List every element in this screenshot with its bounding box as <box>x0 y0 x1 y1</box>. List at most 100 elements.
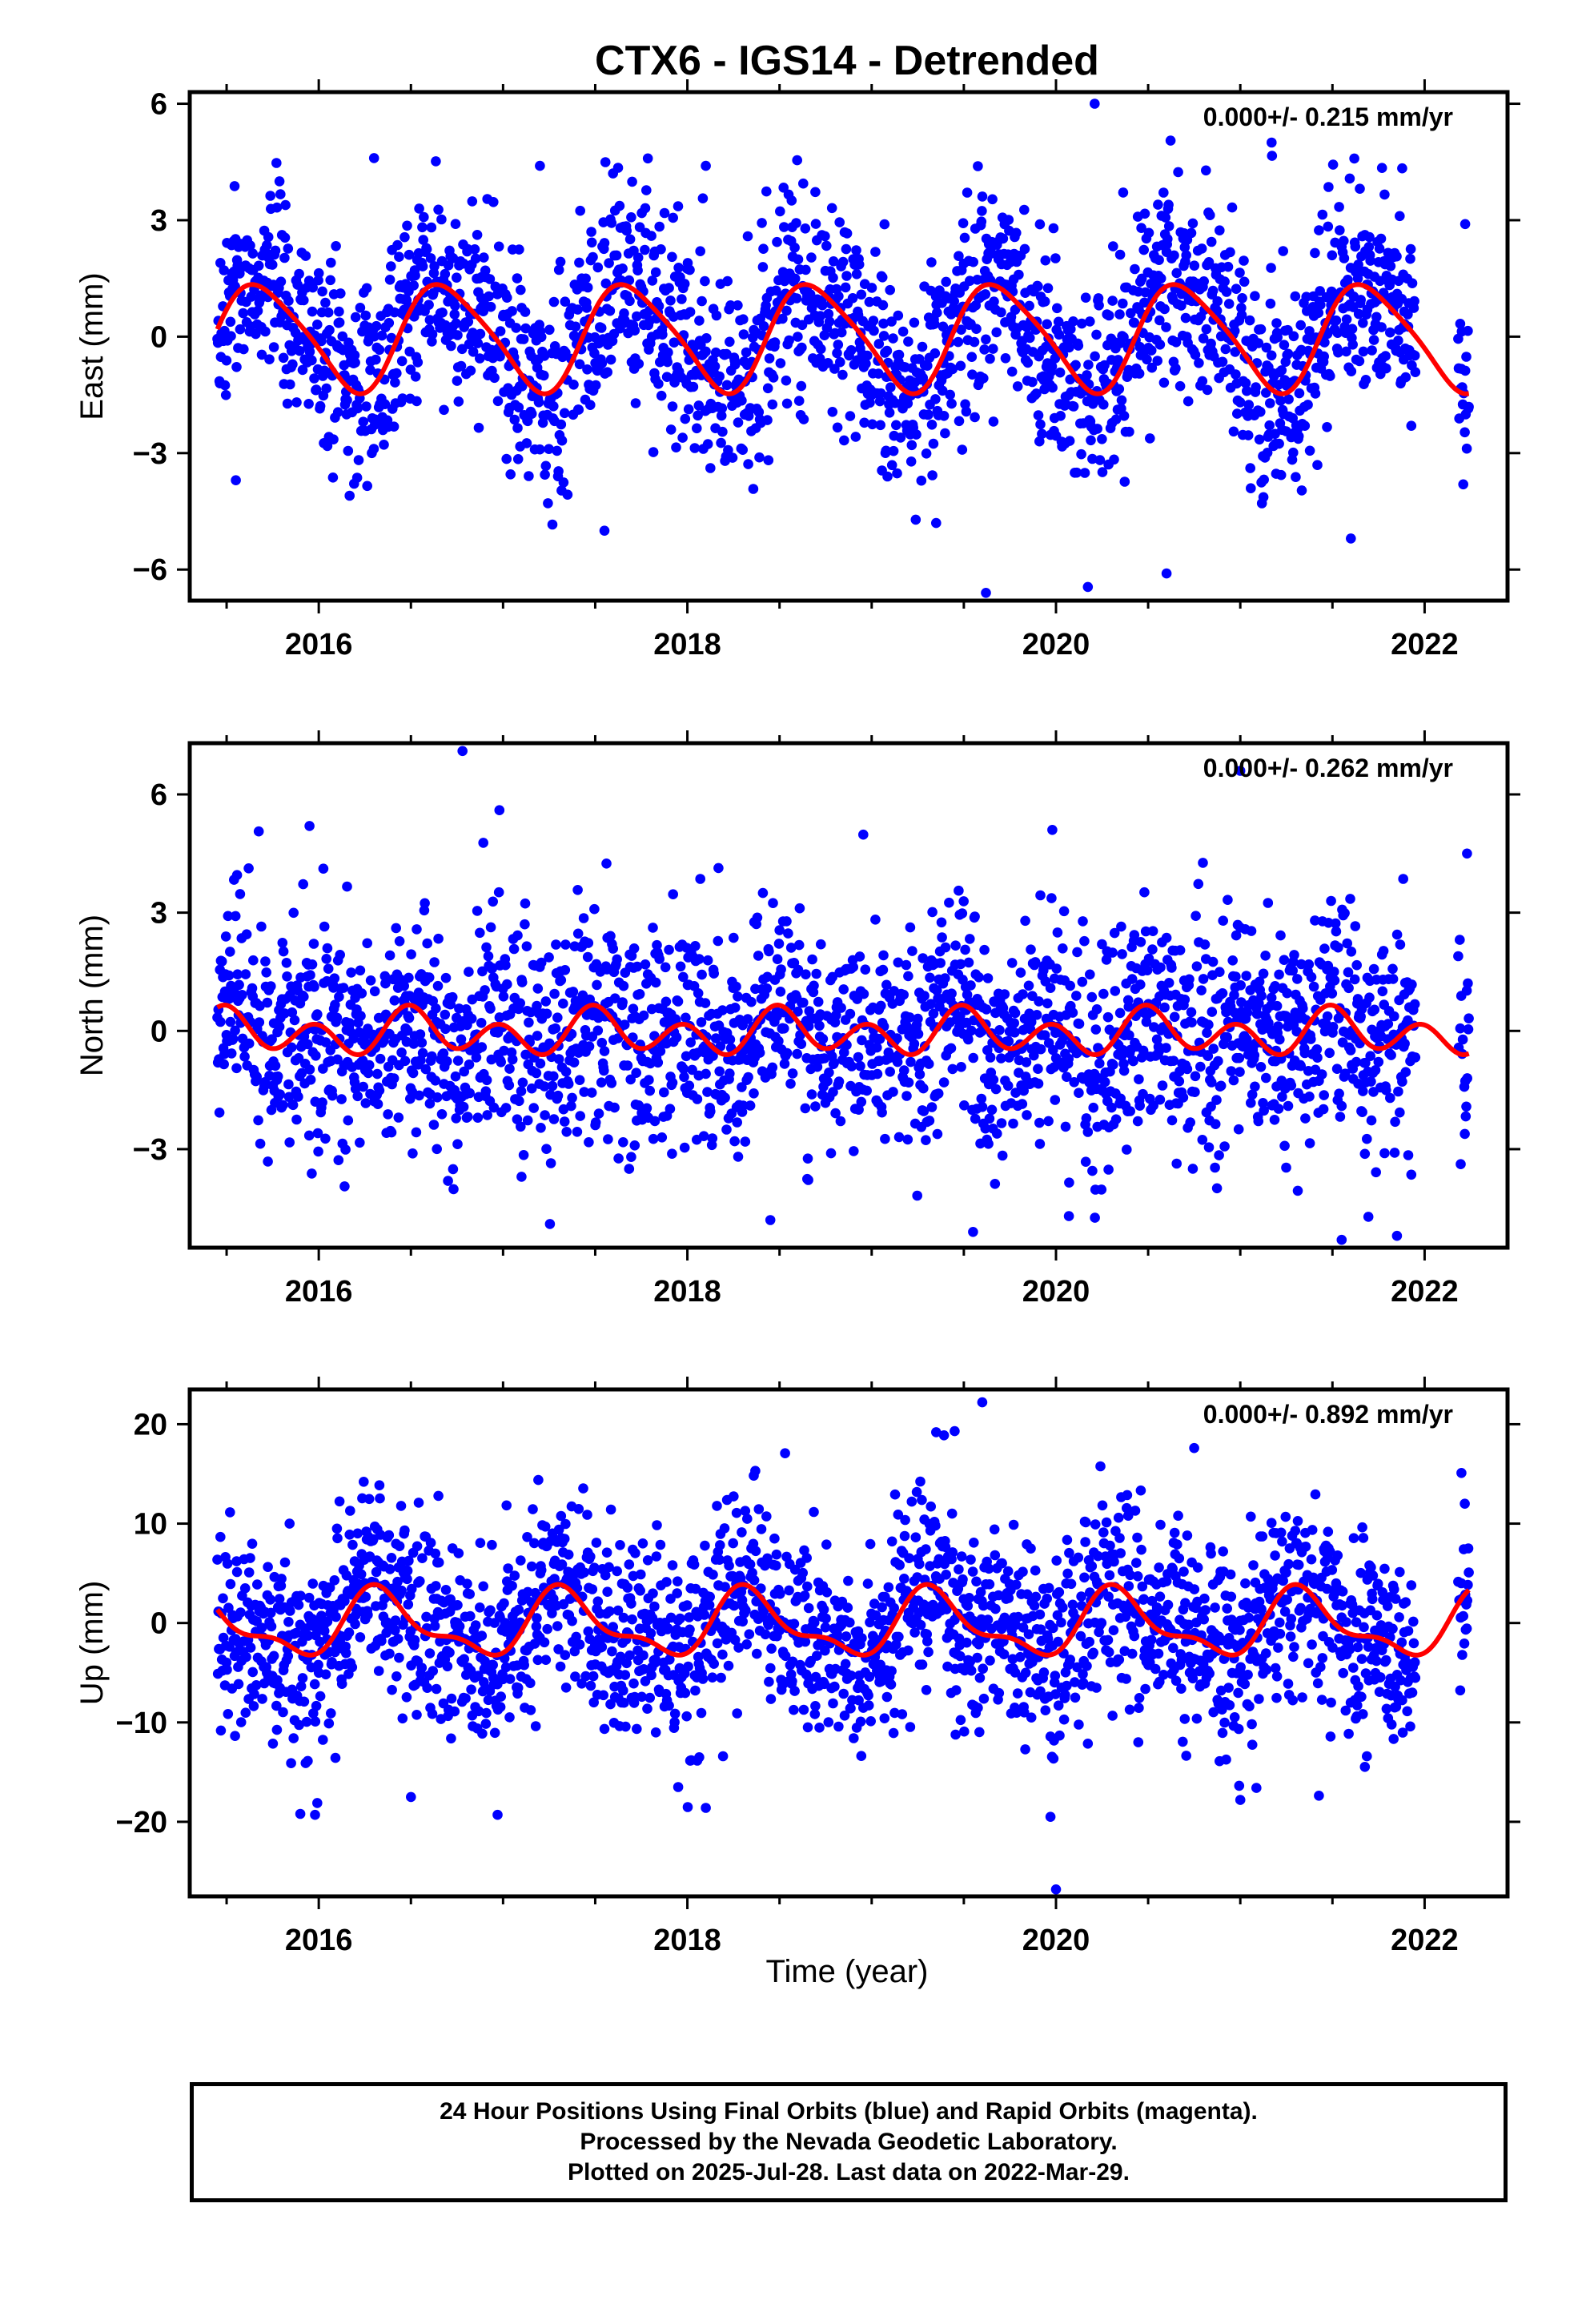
north-point <box>488 1102 500 1113</box>
north-point <box>1081 1113 1092 1124</box>
up-point <box>396 1501 407 1511</box>
north-point <box>521 941 532 951</box>
north-point <box>901 959 912 971</box>
north-point <box>1023 980 1034 991</box>
east-point <box>797 342 807 353</box>
north-point <box>1407 979 1417 990</box>
east-point <box>1371 312 1382 323</box>
north-point <box>1269 1115 1280 1125</box>
north-point <box>743 1072 753 1083</box>
north-point <box>1331 1063 1343 1074</box>
north-point <box>1455 935 1465 945</box>
east-point <box>777 313 788 324</box>
east-point <box>867 419 877 430</box>
east-point <box>879 219 890 230</box>
east-point <box>624 296 635 307</box>
north-point <box>1460 1128 1470 1140</box>
east-point <box>1355 183 1365 194</box>
east-point <box>1138 244 1149 255</box>
north-point <box>947 1063 958 1075</box>
east-point <box>1376 163 1387 173</box>
north-point <box>559 1116 570 1127</box>
east-point <box>558 477 569 488</box>
up-point <box>412 1710 422 1720</box>
east-point <box>821 240 832 251</box>
east-point <box>667 251 677 263</box>
north-point <box>532 983 544 994</box>
east-point <box>1163 221 1174 231</box>
east-point <box>733 300 743 311</box>
north-point <box>1275 930 1286 941</box>
east-point <box>1165 135 1176 146</box>
east-point <box>679 279 690 289</box>
north-point <box>1174 945 1186 955</box>
east-point <box>1022 357 1034 368</box>
north-point <box>940 942 951 953</box>
east-point <box>1385 327 1395 338</box>
north-point <box>1351 1056 1362 1068</box>
east-point <box>327 472 339 483</box>
north-point <box>464 967 474 977</box>
north-point <box>1042 998 1053 1009</box>
north-point <box>877 964 889 975</box>
east-point <box>626 212 636 223</box>
east-point <box>300 251 311 261</box>
north-point <box>1366 1076 1376 1087</box>
east-point <box>1323 182 1334 192</box>
north-point <box>374 1085 385 1096</box>
north-point <box>876 1000 886 1011</box>
north-point <box>773 939 785 949</box>
east-point <box>985 353 995 364</box>
north-point <box>1203 1019 1214 1030</box>
east-point <box>1160 212 1171 223</box>
north-point <box>1090 1212 1100 1223</box>
up-point <box>329 1575 340 1586</box>
north-point <box>592 1025 604 1036</box>
north-point <box>1161 1043 1171 1053</box>
north-point <box>708 1051 718 1061</box>
north-point <box>440 1023 451 1035</box>
north-point <box>1379 1148 1390 1159</box>
north-point <box>835 1116 846 1127</box>
east-point <box>544 444 554 454</box>
east-point <box>1244 315 1255 326</box>
east-point <box>1097 434 1107 444</box>
north-point <box>1159 1002 1170 1013</box>
east-point <box>328 434 339 444</box>
north-point <box>216 956 227 967</box>
north-point <box>912 1190 922 1201</box>
north-point <box>472 906 483 916</box>
north-point <box>1304 1138 1315 1148</box>
east-point <box>1276 365 1287 376</box>
east-point <box>1290 291 1301 302</box>
east-point <box>1145 433 1155 444</box>
east-point <box>967 369 978 380</box>
east-point <box>971 324 982 335</box>
north-point <box>988 1075 999 1085</box>
east-point <box>1118 332 1129 343</box>
east-point <box>507 306 517 316</box>
north-point <box>432 1144 442 1155</box>
east-point <box>1170 337 1182 348</box>
north-point <box>1062 1072 1072 1082</box>
east-point <box>1231 369 1241 380</box>
north-x-tick-label: 2020 <box>1022 1275 1090 1309</box>
north-point <box>950 940 961 951</box>
east-point <box>1405 243 1416 255</box>
east-point <box>793 396 805 406</box>
east-point <box>1146 362 1158 373</box>
east-data-layer <box>212 99 1474 598</box>
east-point <box>1035 419 1046 430</box>
east-point <box>323 307 334 318</box>
east-point <box>484 274 496 284</box>
east-point <box>353 455 364 465</box>
east-point <box>264 354 275 365</box>
east-point <box>271 158 282 168</box>
north-point <box>732 1117 742 1128</box>
up-point <box>343 1627 355 1638</box>
north-point <box>638 1010 649 1021</box>
east-point <box>1052 303 1062 314</box>
north-point <box>1387 963 1398 975</box>
east-point <box>1126 308 1136 319</box>
